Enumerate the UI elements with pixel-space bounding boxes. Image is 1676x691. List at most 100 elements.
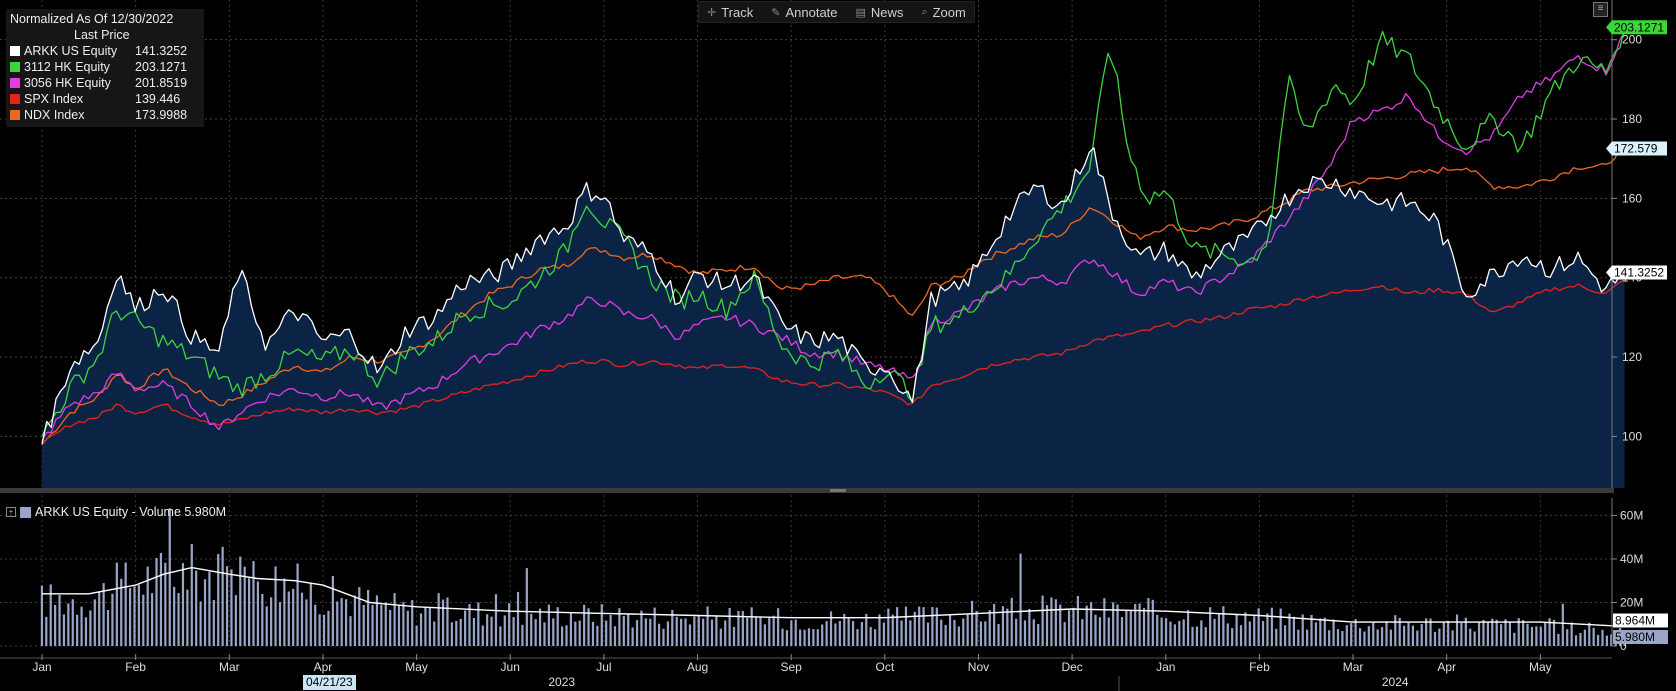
volume-bar [221, 546, 224, 646]
panel-splitter[interactable] [0, 488, 1614, 493]
volume-bar [768, 617, 771, 646]
track-label: Track [721, 4, 754, 20]
volume-bar [128, 588, 132, 646]
annotate-button[interactable]: ✎ Annotate [763, 2, 845, 22]
volume-bar [1209, 607, 1212, 646]
volume-bar [1090, 602, 1093, 646]
volume-bar [93, 599, 96, 646]
volume-bar [441, 599, 445, 646]
volume-bar [1398, 617, 1401, 646]
volume-bar [666, 621, 670, 646]
volume-bar [1112, 602, 1115, 646]
volume-bar [732, 626, 736, 646]
volume-bar [1015, 618, 1018, 646]
volume-bar [1464, 617, 1467, 646]
volume-bar [406, 610, 409, 646]
year-label: 2023 [548, 675, 575, 689]
volume-bar [1001, 606, 1005, 646]
x-tick-label: Jan [1156, 660, 1175, 674]
volume-bar [979, 621, 983, 646]
volume-bar [1253, 616, 1256, 646]
series-line [41, 279, 1625, 445]
splitter-grip[interactable] [830, 489, 846, 492]
volume-bar [984, 621, 987, 646]
volume-bar [834, 623, 837, 646]
x-tick-label: Apr [1437, 660, 1456, 674]
volume-bar [1363, 631, 1366, 646]
legend-item[interactable]: SPX Index 139.446 [10, 91, 200, 107]
volume-bar [931, 606, 934, 646]
volume-bar [759, 616, 762, 646]
volume-bar [1522, 620, 1525, 646]
x-tick-label: Apr [314, 660, 333, 674]
volume-bar [680, 618, 683, 646]
volume-bar [869, 627, 872, 646]
volume-bar [367, 589, 370, 646]
legend-series-name: NDX Index [24, 108, 85, 122]
volume-bar [1306, 629, 1309, 646]
legend-item[interactable]: NDX Index 173.9988 [10, 107, 200, 123]
volume-bar [331, 575, 334, 646]
volume-bar [1433, 631, 1437, 646]
volume-bar [1059, 604, 1062, 646]
volume-bar [503, 615, 506, 646]
volume-bar [1513, 632, 1516, 646]
volume-bar [1588, 622, 1591, 646]
volume-bar [344, 599, 348, 646]
volume-bar [89, 610, 92, 646]
volume-bar [1583, 629, 1586, 646]
volume-bar [781, 628, 784, 646]
volume-bar [750, 607, 753, 646]
volume-bar [1288, 613, 1291, 646]
volume-bar [292, 588, 295, 646]
volume-bar [173, 586, 176, 646]
x-tick-label: Feb [125, 660, 146, 674]
volume-bar [935, 607, 938, 646]
volume-bar [1420, 624, 1423, 646]
price-axis: 100120140160180200203.1271172.579141.325… [1606, 0, 1667, 488]
volume-axis: 0 20M 40M 60M 8.964M 5.980M [1611, 498, 1668, 653]
zoom-button[interactable]: ⌕ Zoom [913, 2, 973, 22]
volume-bar [1120, 617, 1124, 646]
volume-bar [1367, 626, 1370, 646]
expand-icon[interactable]: + [6, 507, 16, 517]
volume-bar [1085, 605, 1088, 646]
volume-bar [944, 624, 947, 646]
volume-bar [1169, 621, 1172, 646]
volume-bar [1596, 634, 1600, 646]
volume-bar [1213, 618, 1216, 646]
news-button[interactable]: ▤ News [848, 2, 912, 22]
legend-item[interactable]: 3112 HK Equity 203.1271 [10, 59, 200, 75]
volume-bar [1574, 635, 1578, 646]
year-label: 2024 [1382, 675, 1409, 689]
volume-bar [622, 616, 625, 646]
volume-bar [71, 599, 74, 646]
volume-bar [1297, 629, 1300, 646]
volume-bar [1566, 629, 1569, 646]
volume-bar [988, 610, 991, 646]
volume-bar [217, 553, 220, 646]
volume-bar [587, 608, 590, 646]
crosshair-date-tag: 04/21/23 [303, 675, 356, 690]
volume-value-label: 8.964M [1615, 613, 1655, 627]
legend-item[interactable]: 3056 HK Equity 201.8519 [10, 75, 200, 91]
chart-options-button[interactable]: ≡ [1593, 2, 1608, 17]
annotate-label: Annotate [785, 4, 838, 20]
volume-bar [1455, 614, 1459, 646]
volume-bar [662, 628, 665, 646]
volume-bar [494, 594, 498, 646]
legend-item[interactable]: ARKK US Equity 141.3252 [10, 43, 200, 59]
track-button[interactable]: ✛ Track [699, 2, 761, 22]
volume-bar [688, 624, 692, 646]
volume-bar [340, 598, 343, 646]
volume-bar [1544, 622, 1547, 646]
volume-moving-average [42, 566, 1625, 628]
x-tick-label: Nov [968, 660, 989, 674]
volume-bar [719, 628, 722, 646]
last-value-tag [1606, 265, 1667, 280]
volume-bar [1050, 597, 1053, 646]
legend-series-value: 141.3252 [135, 44, 188, 58]
volume-bar [631, 627, 634, 646]
volume-bar [1032, 619, 1035, 646]
